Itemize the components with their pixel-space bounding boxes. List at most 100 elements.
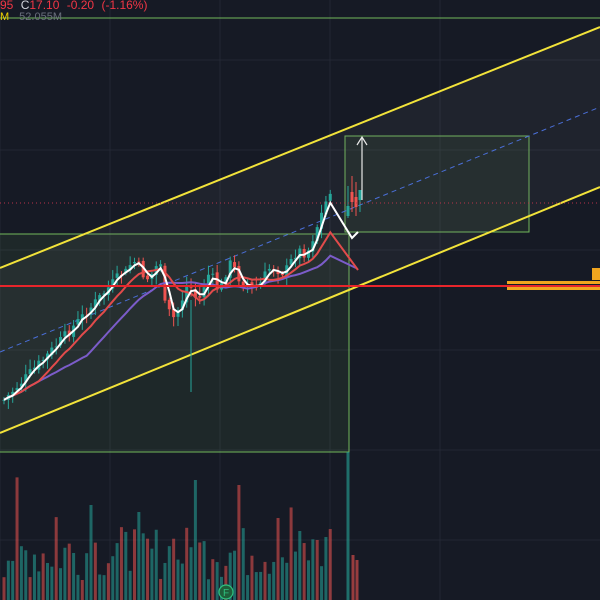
earnings-marker-label: F	[223, 588, 229, 599]
volume-bar-59	[259, 571, 263, 600]
volume-bar-breakout-3	[355, 560, 359, 600]
volume-bar-5	[24, 550, 28, 600]
volume-bar-70	[307, 560, 310, 600]
volume-bar-42	[185, 527, 189, 600]
volume-bar-44	[193, 480, 197, 600]
volume-bar-6	[28, 577, 32, 600]
earnings-marker-icon	[218, 584, 234, 600]
volume-bar-27	[119, 527, 123, 600]
price-levels[interactable]	[0, 202, 600, 290]
candle-body-70	[307, 250, 310, 258]
candle-body-11	[50, 347, 54, 356]
volume-bar-26	[115, 543, 119, 600]
volume-bar-20	[89, 505, 93, 600]
candle-body-41	[180, 300, 184, 311]
volume-bar-71	[311, 539, 315, 600]
candle-body-32	[141, 260, 145, 278]
volume-bar-16	[72, 552, 76, 600]
candle-body-53	[233, 262, 237, 268]
volume-bar-29	[128, 570, 132, 600]
volume-bar-62	[272, 561, 276, 600]
change-percent: (-1.16%)	[101, 0, 148, 12]
volume-bar-32	[141, 533, 145, 600]
volume-bar-breakout	[346, 452, 350, 600]
breakout-body-2	[354, 197, 358, 207]
volume-bar-56	[246, 575, 250, 600]
volume-histogram	[2, 452, 359, 600]
candle-body-18	[80, 314, 84, 321]
candle-body-57	[250, 282, 254, 286]
volume-bar-65	[285, 562, 289, 600]
candle-body-71	[311, 241, 315, 252]
candle-body-22	[98, 295, 102, 302]
candle-body-7	[32, 367, 36, 370]
candle-body-15	[67, 330, 71, 336]
candle-body-29	[128, 265, 132, 271]
volume-bar-12	[54, 517, 58, 600]
volume-bar-33	[146, 538, 150, 600]
volume-bar-24	[106, 563, 110, 600]
candle-body-60	[263, 271, 267, 284]
volume-bar-1	[6, 560, 10, 600]
volume-bar-10	[46, 563, 49, 600]
chart-markers[interactable]: F	[218, 135, 368, 600]
volume-ma-legend: M 52.055M	[0, 11, 62, 23]
volume-bar-11	[50, 566, 54, 600]
volume-bar-36	[159, 578, 163, 600]
volume-bar-49	[215, 562, 219, 600]
volume-bar-9	[41, 553, 45, 600]
ma-fast-line	[3, 200, 359, 401]
candle-body-75	[328, 193, 332, 201]
volume-bar-breakout-2	[351, 555, 355, 600]
zone-bar-lower	[507, 287, 600, 290]
volume-bar-54	[237, 485, 241, 600]
volume-bar-45	[198, 542, 202, 600]
candle-body-66	[289, 259, 293, 265]
candle-body-47	[206, 274, 210, 288]
volume-bar-3	[15, 477, 19, 600]
volume-bar-46	[202, 541, 206, 600]
candle-body-25	[111, 279, 115, 289]
candle-body-13	[59, 336, 63, 346]
volume-bar-19	[85, 553, 89, 600]
volume-bar-43	[189, 547, 193, 600]
breakout-body-1	[350, 192, 354, 202]
channel-fill	[0, 27, 600, 433]
volume-bar-60	[263, 561, 267, 600]
moving-averages	[3, 200, 359, 401]
volume-bar-17	[76, 574, 80, 600]
change-value: -0.20	[66, 0, 95, 12]
candle-body-54	[237, 266, 241, 282]
volume-bar-63	[276, 518, 280, 600]
volume-bar-31	[137, 512, 141, 600]
candle-body-2	[11, 391, 15, 395]
ma-label: M	[0, 11, 10, 23]
volume-bar-18	[80, 579, 84, 600]
volume-bar-13	[59, 568, 63, 600]
candle-body-6	[28, 369, 32, 375]
volume-bar-4	[19, 546, 23, 600]
candle-body-48	[211, 273, 215, 275]
volume-bar-0	[2, 577, 6, 600]
candle-body-61	[267, 268, 271, 271]
measured-move-boxes[interactable]	[0, 17, 600, 453]
candle-body-39	[172, 308, 176, 318]
volume-bar-40	[176, 559, 180, 600]
volume-bar-61	[267, 573, 271, 600]
ascending-channel[interactable]	[0, 26, 600, 434]
candle-body-49	[215, 272, 219, 290]
candle-body-45	[198, 296, 202, 298]
volume-bar-34	[150, 548, 154, 600]
candle-body-9	[41, 359, 45, 361]
target-arrow-head	[356, 135, 368, 146]
volume-bar-23	[102, 575, 106, 600]
candle-body-43	[189, 286, 193, 288]
channel-mid-line	[0, 106, 600, 353]
ma-slow-line	[3, 254, 357, 401]
volume-bar-8	[37, 571, 41, 600]
volume-bar-30	[133, 529, 136, 600]
candle-body-64	[280, 273, 284, 276]
breakout-body-3	[358, 190, 362, 200]
volume-bar-72	[315, 540, 319, 600]
